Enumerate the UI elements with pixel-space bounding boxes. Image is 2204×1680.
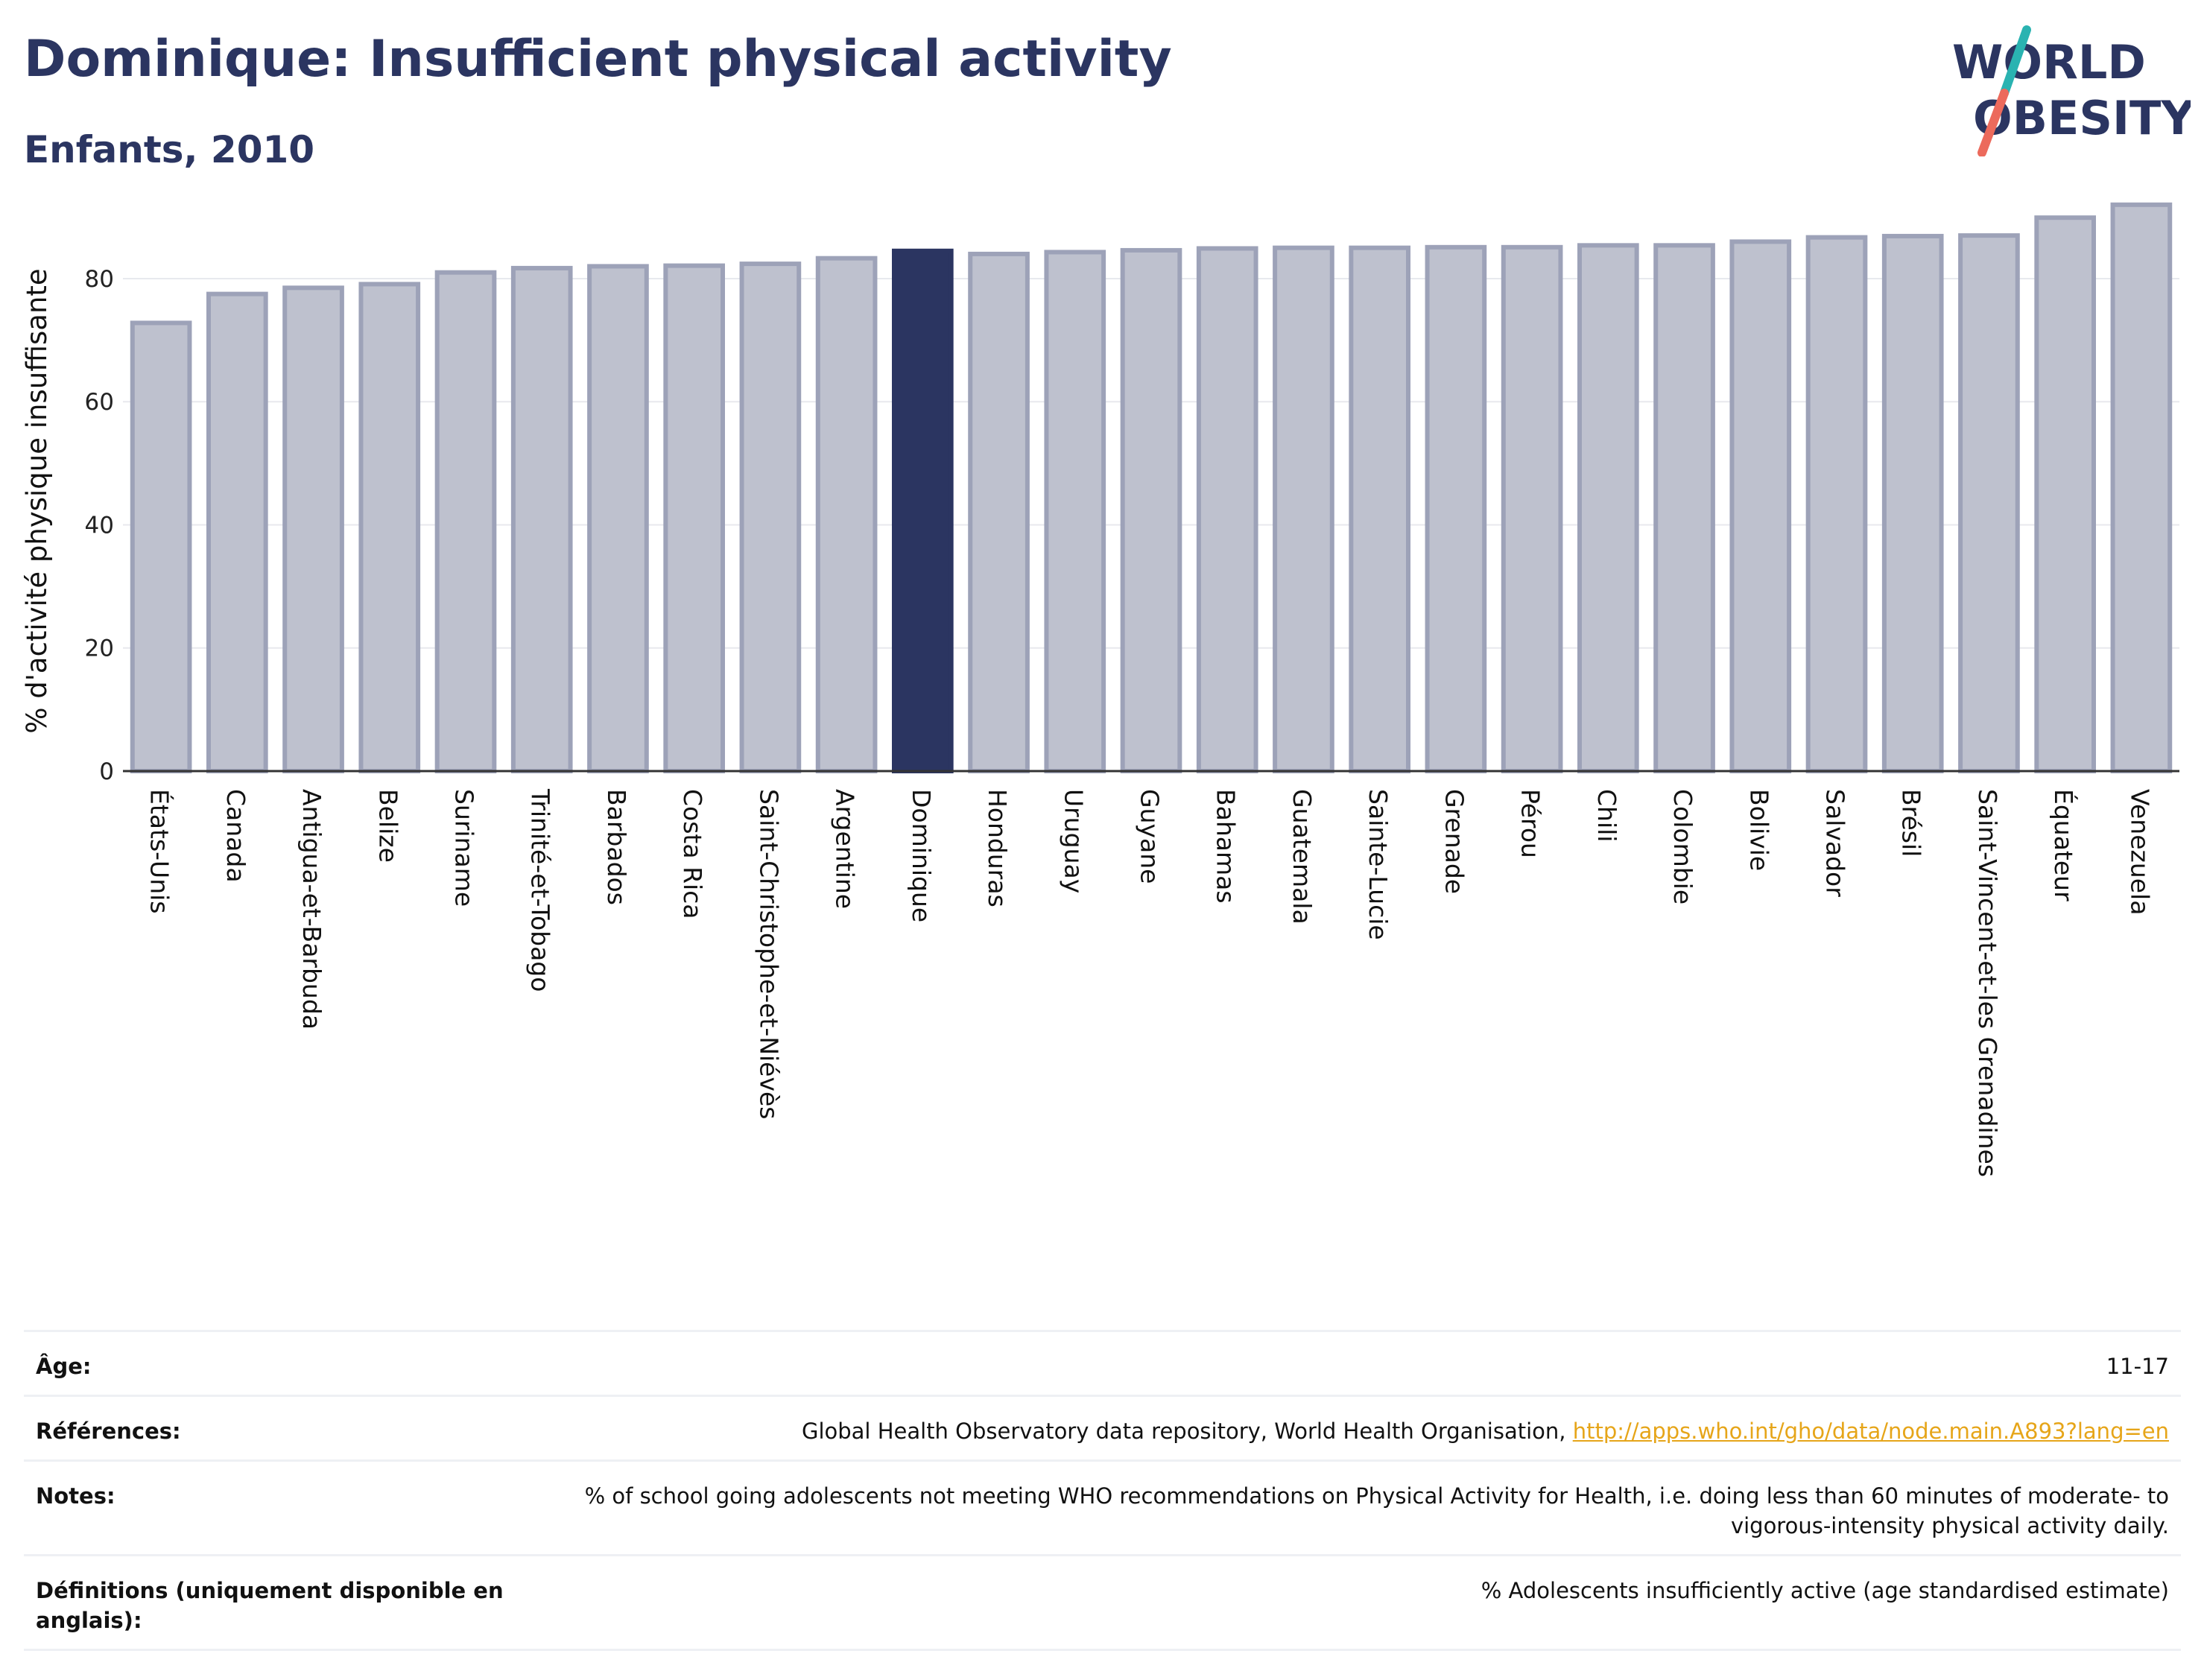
bar	[663, 263, 725, 773]
x-tick-label: Équateur	[2049, 789, 2079, 901]
y-tick-label: 60	[85, 389, 114, 416]
bar	[1349, 245, 1411, 773]
x-tick-label: Dominique	[907, 789, 936, 922]
x-tick-label: Uruguay	[1059, 789, 1088, 893]
page-subtitle: Enfants, 2010	[24, 128, 315, 171]
meta-row-age: Âge: 11-17	[24, 1330, 2181, 1395]
x-tick-label: Honduras	[983, 789, 1012, 907]
x-tick-label: Barbados	[602, 789, 631, 905]
meta-row-notes: Notes: % of school going adolescents not…	[24, 1459, 2181, 1554]
meta-value-age: 11-17	[2106, 1354, 2169, 1379]
x-tick-label: Trinité-et-Tobago	[526, 788, 555, 992]
meta-label-definitions: Définitions (uniquement disponible en an…	[36, 1578, 504, 1633]
x-tick-label: Brésil	[1897, 789, 1926, 857]
bars	[130, 202, 2173, 774]
x-tick-label: Venezuela	[2125, 789, 2154, 915]
x-tick-label: États-Unis	[145, 789, 175, 913]
x-tick-label: Pérou	[1516, 789, 1545, 858]
bar	[434, 270, 497, 773]
bar-chart: 0 20 40 60 80 États-Unis Canada Antigua-et-Bar…	[21, 202, 2179, 1177]
bar	[2110, 202, 2173, 773]
bar	[1425, 244, 1487, 774]
x-tick-label: Bolivie	[1744, 789, 1773, 871]
bar	[206, 291, 268, 773]
bar	[1273, 245, 1334, 773]
x-tick-label: Antigua-et-Barbuda	[297, 789, 326, 1030]
logo-line1: WORLD	[1952, 35, 2146, 89]
meta-value-definitions: % Adolescents insufficiently active (age…	[1481, 1578, 2169, 1603]
bar-highlight	[892, 248, 954, 773]
references-text: Global Health Observatory data repositor…	[801, 1419, 1566, 1444]
x-axis-labels: États-Unis Canada Antigua-et-Barbuda Belize…	[145, 788, 2155, 1177]
x-tick-label: Guatemala	[1288, 789, 1317, 925]
x-tick-label: Argentine	[831, 789, 860, 909]
bar	[1577, 243, 1639, 774]
meta-row-definitions: Définitions (uniquement disponible en an…	[24, 1554, 2181, 1651]
logo-line2: OBESITY	[1973, 91, 2191, 145]
x-tick-label: Saint-Vincent-et-les Grenadines	[1973, 789, 2002, 1177]
x-tick-label: Canada	[221, 789, 250, 883]
bar	[1729, 239, 1792, 773]
bar	[1958, 233, 2020, 773]
bar	[1501, 244, 1563, 774]
y-axis-ticks: 0 20 40 60 80	[85, 266, 114, 785]
x-tick-label: Costa Rica	[678, 789, 707, 919]
x-tick-label: Sainte-Lucie	[1364, 789, 1393, 940]
x-tick-label: Guyane	[1136, 789, 1165, 884]
page-title: Dominique: Insufficient physical activit…	[24, 30, 1172, 89]
meta-label-references: Références:	[36, 1419, 181, 1444]
x-tick-label: Belize	[373, 789, 402, 863]
bar	[130, 320, 192, 774]
meta-label-age: Âge:	[36, 1354, 92, 1379]
y-tick-label: 20	[85, 635, 114, 662]
y-axis-label: % d'activité physique insuffisante	[21, 268, 53, 733]
bar	[282, 285, 344, 773]
x-tick-label: Colombie	[1668, 789, 1697, 904]
metadata-table: Âge: 11-17 Références: Global Health Obs…	[24, 1330, 2181, 1651]
bar	[739, 261, 802, 773]
meta-label-notes: Notes:	[36, 1483, 115, 1509]
bar	[2034, 215, 2096, 774]
bar	[1120, 247, 1182, 773]
bar	[1196, 246, 1258, 773]
bar	[1044, 250, 1106, 774]
x-tick-label: Saint-Christophe-et-Niévès	[754, 789, 783, 1120]
x-tick-label: Chili	[1592, 789, 1621, 842]
y-tick-label: 0	[99, 758, 114, 785]
meta-value-notes: % of school going adolescents not meetin…	[584, 1483, 2169, 1538]
meta-row-references: Références: Global Health Observatory da…	[24, 1395, 2181, 1459]
world-obesity-logo: WORLD OBESITY	[1952, 25, 2191, 156]
x-tick-label: Grenade	[1440, 789, 1469, 894]
bar	[1881, 233, 1944, 773]
bar	[815, 256, 878, 773]
bar	[1653, 243, 1715, 774]
x-tick-label: Bahamas	[1212, 789, 1241, 904]
bar	[1805, 235, 1868, 773]
references-link[interactable]: http://apps.who.int/gho/data/node.main.A…	[1572, 1419, 2169, 1444]
x-tick-label: Suriname	[450, 789, 479, 907]
bar	[510, 265, 573, 773]
bar	[358, 282, 421, 773]
bar	[587, 264, 649, 773]
bar	[968, 251, 1030, 774]
y-tick-label: 80	[85, 266, 114, 293]
x-tick-label: Salvador	[1821, 789, 1850, 897]
meta-value-references: Global Health Observatory data repositor…	[790, 1397, 2181, 1459]
y-tick-label: 40	[85, 512, 114, 539]
